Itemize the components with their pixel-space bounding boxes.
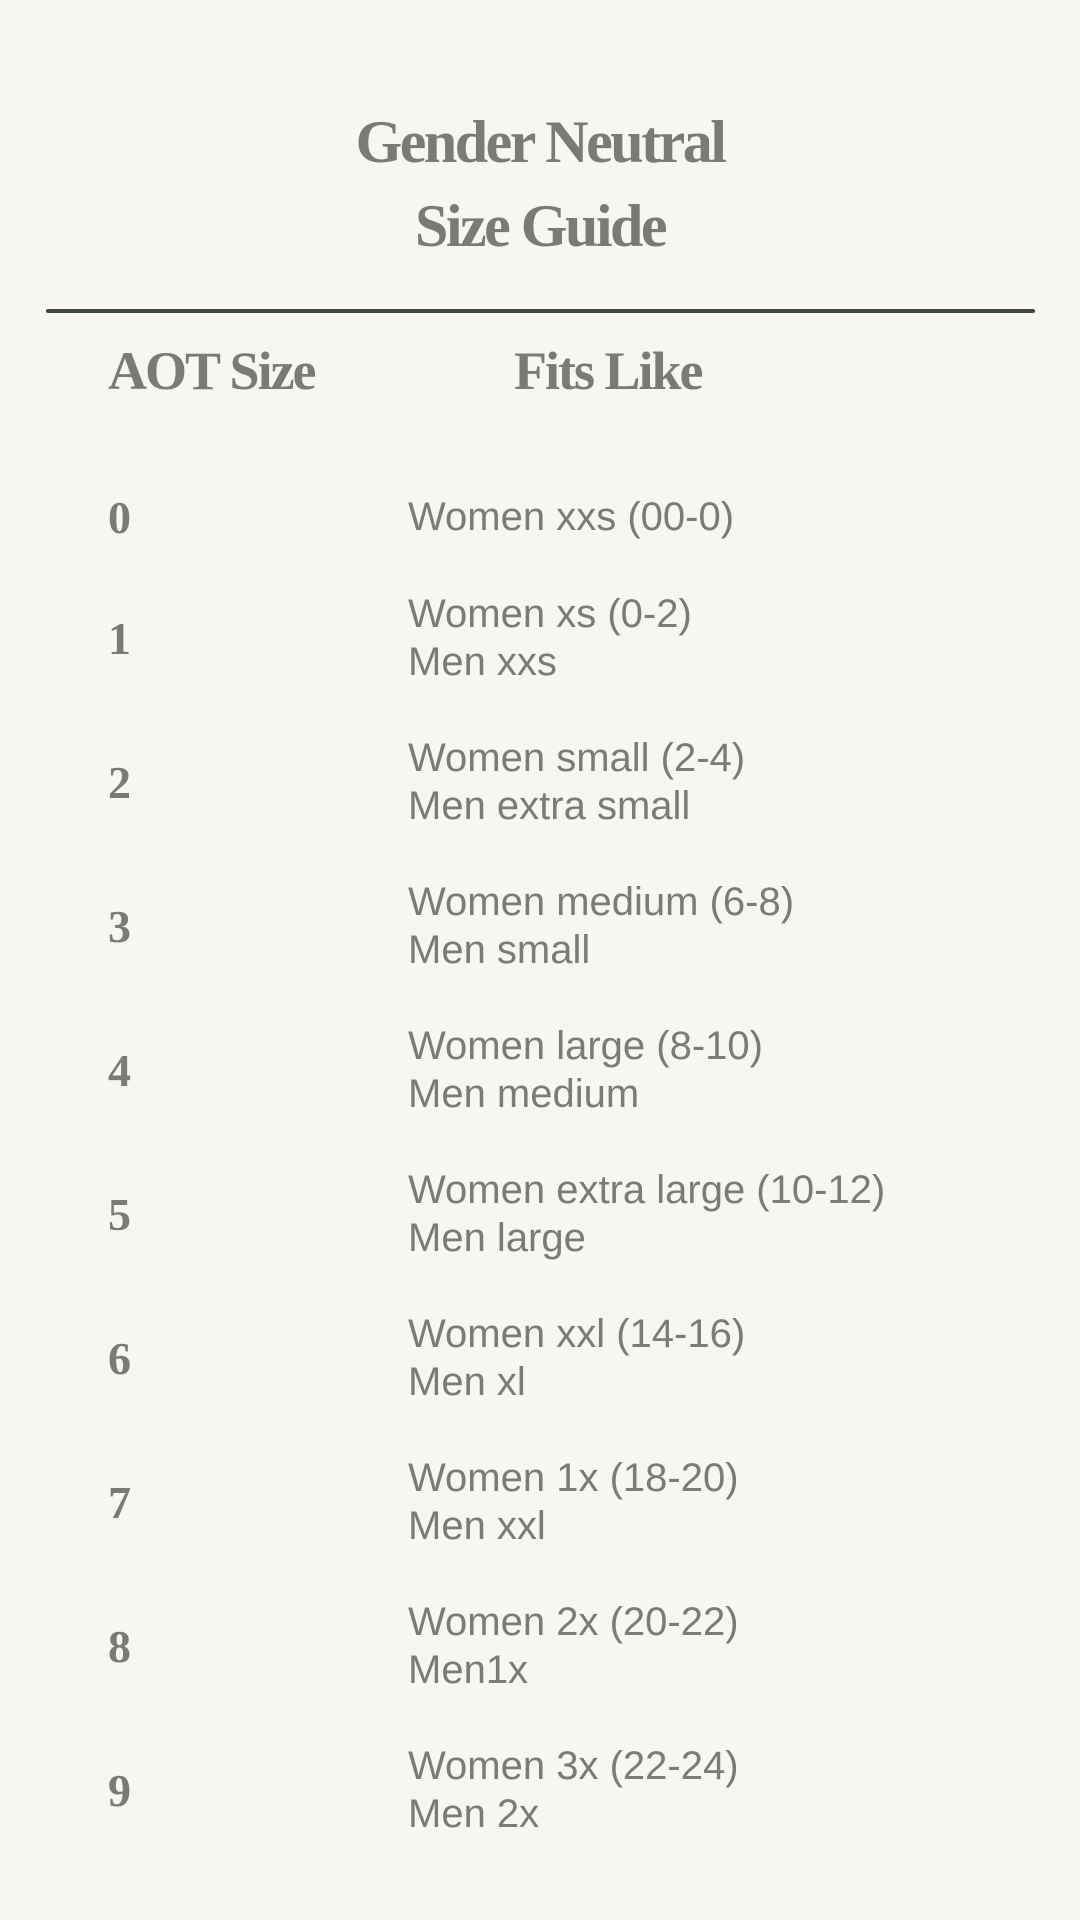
fits-like-cell: Women 2x (20-22) Men1x [408,1598,739,1694]
women-size: Women 3x (22-24) [408,1744,739,1788]
men-size: Men medium [408,1072,640,1116]
aot-size-value: 2 [108,756,131,808]
men-size: Men1x [408,1648,529,1692]
title-line-2: Size Guide [414,193,668,259]
women-size: Women xs (0-2) [408,592,692,636]
women-size: Women 1x (18-20) [408,1456,739,1500]
table-row: 9 Women 3x (22-24) Men 2x [0,1718,1080,1862]
women-size: Women extra large (10-12) [408,1168,886,1212]
women-size: Women small (2-4) [408,736,746,780]
fits-like-cell: Women large (8-10) Men medium [408,1022,763,1118]
women-size: Women 2x (20-22) [408,1600,739,1644]
aot-size-value: 7 [108,1476,131,1528]
fits-like-cell: Women extra large (10-12) Men large [408,1166,885,1262]
fits-like-cell: Women 1x (18-20) Men xxl [408,1454,739,1550]
men-size: Men small [408,928,591,972]
women-size: Women xxs (00-0) [408,495,735,539]
table-row: 5 Women extra large (10-12) Men large [0,1142,1080,1286]
fits-like-cell: Women 3x (22-24) Men 2x [408,1742,739,1838]
table-row: 6 Women xxl (14-16) Men xl [0,1286,1080,1430]
aot-size-value: 3 [108,900,131,952]
table-row: 4 Women large (8-10) Men medium [0,998,1080,1142]
men-size: Men 2x [408,1792,540,1836]
aot-size-value: 9 [108,1764,131,1816]
aot-size-value: 4 [108,1044,131,1096]
men-size: Men xxs [408,640,557,684]
fits-like-cell: Women small (2-4) Men extra small [408,734,745,830]
fits-like-cell: Women xs (0-2) Men xxs [408,590,692,686]
women-size: Women medium (6-8) [408,880,795,924]
aot-size-value: 5 [108,1188,131,1240]
table-row: 0 Women xxs (00-0) [0,445,1080,589]
header-fits-like: Fits Like [514,341,704,401]
table-row: 3 Women medium (6-8) Men small [0,854,1080,998]
table-row: 7 Women 1x (18-20) Men xxl [0,1430,1080,1574]
fits-like-cell: Women medium (6-8) Men small [408,878,794,974]
header-aot-size: AOT Size [108,341,317,401]
aot-size-value: 8 [108,1620,131,1672]
table-row: 1 Women xs (0-2) Men xxs [0,566,1080,710]
title-line-1: Gender Neutral [355,109,727,175]
men-size: Men large [408,1216,586,1260]
fits-like-cell: Women xxs (00-0) [408,493,734,541]
table-row: 2 Women small (2-4) Men extra small [0,710,1080,854]
page-title: Gender Neutral Size Guide [0,100,1080,268]
divider [46,309,1035,313]
men-size: Men xxl [408,1504,546,1548]
women-size: Women large (8-10) [408,1024,763,1068]
men-size: Men extra small [408,784,691,828]
aot-size-value: 6 [108,1332,131,1384]
table-row: 8 Women 2x (20-22) Men1x [0,1574,1080,1718]
aot-size-value: 0 [108,491,131,543]
men-size: Men xl [408,1360,526,1404]
women-size: Women xxl (14-16) [408,1312,746,1356]
size-table: 0 Women xxs (00-0) 1 Women xs (0-2) Men xxs 2… [0,422,1080,1862]
fits-like-cell: Women xxl (14-16) Men xl [408,1310,745,1406]
aot-size-value: 1 [108,612,131,664]
